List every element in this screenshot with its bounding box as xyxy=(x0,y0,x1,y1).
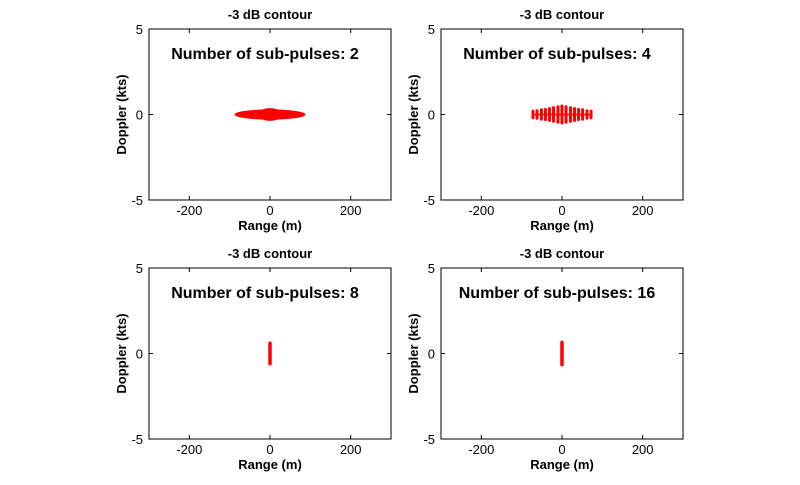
x-tick-label: 0 xyxy=(266,442,273,457)
contour-core xyxy=(257,108,283,121)
subplot-4: -3 dB contour -200 0 200 5 0 -5 Range (m) Dopple… xyxy=(406,246,684,472)
y-axis-label: Doppler (kts) xyxy=(406,313,421,393)
sub-pulse-annotation: Number of sub-pulses: 8 xyxy=(171,285,359,302)
x-tick-label: 0 xyxy=(558,203,565,218)
x-axis-label: Range (m) xyxy=(238,457,302,472)
x-tick-label: -200 xyxy=(176,203,202,218)
x-axis-label: Range (m) xyxy=(530,218,594,233)
y-tick-label: 0 xyxy=(136,108,143,123)
x-tick-label: 200 xyxy=(632,442,654,457)
x-tick-label: 200 xyxy=(340,442,362,457)
x-tick-label: -200 xyxy=(468,203,494,218)
y-tick-label: -5 xyxy=(131,432,143,447)
y-tick-label: 5 xyxy=(428,261,435,276)
subplot-3: -3 dB contour -200 0 200 5 0 -5 Range (m) Dopple… xyxy=(114,246,392,472)
chart-title: -3 dB contour xyxy=(228,246,313,261)
x-tick-label: 200 xyxy=(632,203,654,218)
chart-title: -3 dB contour xyxy=(228,7,313,22)
y-tick-label: 0 xyxy=(428,347,435,362)
x-axis-label: Range (m) xyxy=(238,218,302,233)
y-tick-label: -5 xyxy=(131,193,143,208)
x-tick-label: -200 xyxy=(176,442,202,457)
y-tick-label: 5 xyxy=(136,261,143,276)
sub-pulse-annotation: Number of sub-pulses: 16 xyxy=(459,285,656,302)
y-tick-label: 0 xyxy=(136,347,143,362)
y-axis-label: Doppler (kts) xyxy=(114,74,129,154)
chart-title: -3 dB contour xyxy=(520,7,605,22)
x-tick-label: -200 xyxy=(468,442,494,457)
y-tick-label: 5 xyxy=(428,22,435,37)
y-tick-label: 5 xyxy=(136,22,143,37)
subplot-1: -3 dB contour -200 0 200 5 0 -5 Range (m) Dopple… xyxy=(114,7,392,233)
x-tick-label: 0 xyxy=(558,442,565,457)
sub-pulse-annotation: Number of sub-pulses: 4 xyxy=(463,46,651,63)
y-axis-label: Doppler (kts) xyxy=(406,74,421,154)
subplot-2: -3 dB contour -200 0 200 5 0 -5 Range (m) Dopple… xyxy=(406,7,684,233)
x-axis-label: Range (m) xyxy=(530,457,594,472)
y-tick-label: -5 xyxy=(423,193,435,208)
chart-title: -3 dB contour xyxy=(520,246,605,261)
y-axis-label: Doppler (kts) xyxy=(114,313,129,393)
sub-pulse-annotation: Number of sub-pulses: 2 xyxy=(171,46,359,63)
y-tick-label: -5 xyxy=(423,432,435,447)
y-tick-label: 0 xyxy=(428,108,435,123)
x-tick-label: 200 xyxy=(340,203,362,218)
x-tick-label: 0 xyxy=(266,203,273,218)
